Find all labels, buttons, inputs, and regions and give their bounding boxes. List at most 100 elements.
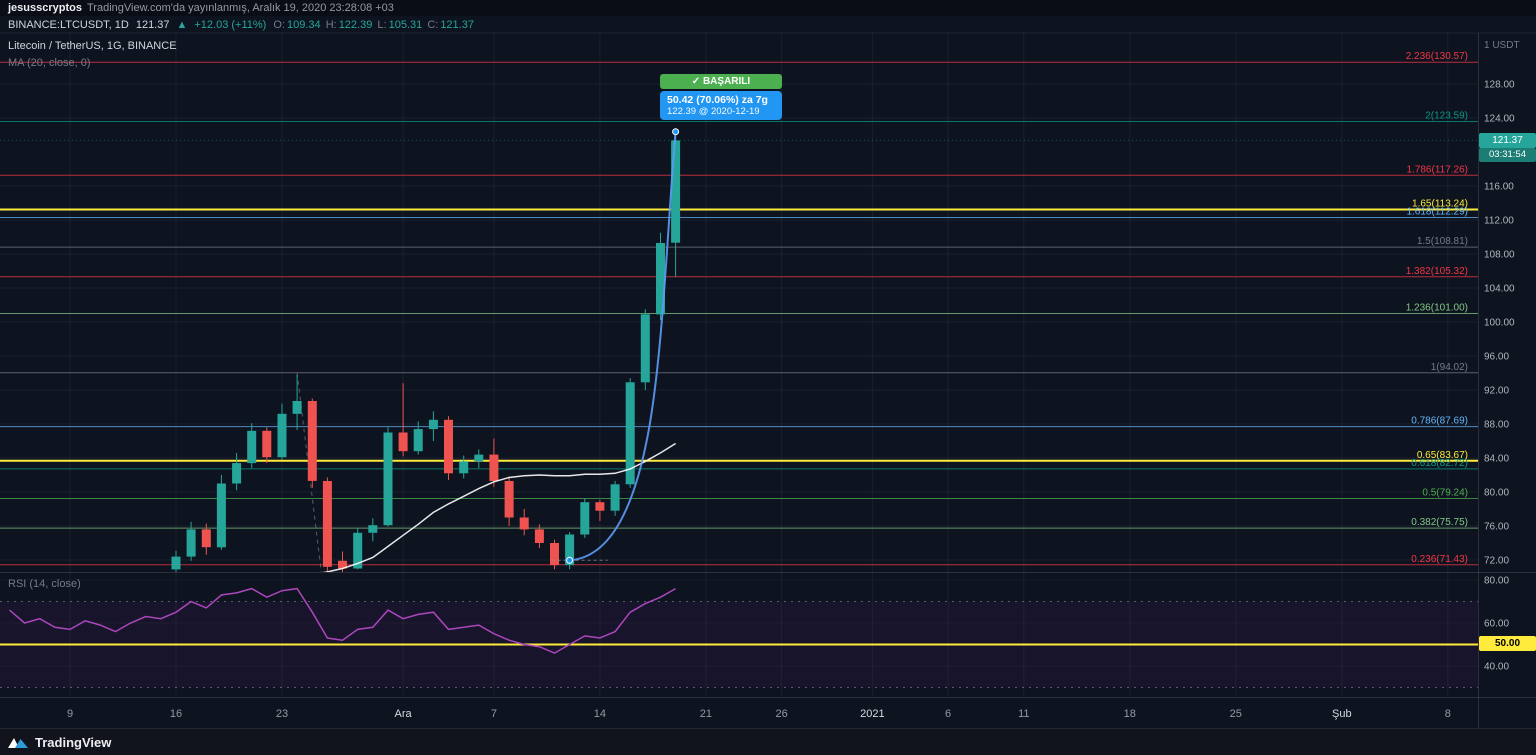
- prediction-start-dot[interactable]: [566, 556, 574, 564]
- candle-body: [504, 481, 514, 518]
- fib-label-1.65: 1.65(113.24): [1412, 199, 1468, 210]
- rsi-mid-badge: 50.00: [1479, 636, 1536, 652]
- price-tick: 80.00: [1484, 488, 1509, 499]
- candle-body: [519, 517, 529, 530]
- fib-label-1: 1(94.02): [1431, 362, 1468, 373]
- rsi-tick: 40.00: [1484, 662, 1509, 673]
- fib-label-0.618: 0.618(82.72): [1411, 458, 1468, 469]
- candle-body: [262, 430, 272, 458]
- time-tick: 18: [1124, 708, 1136, 720]
- price-tick: 96.00: [1484, 352, 1509, 363]
- candle-body: [565, 534, 575, 566]
- author-username[interactable]: jesusscryptos: [8, 2, 82, 14]
- rsi-legend[interactable]: RSI (14, close): [8, 578, 81, 590]
- symbol-name[interactable]: BINANCE:LTCUSDT, 1D: [8, 18, 129, 31]
- time-tick: 2021: [860, 708, 884, 720]
- price-tick: 124.00: [1484, 114, 1515, 125]
- open-value: 109.34: [286, 18, 321, 31]
- price-tick: 88.00: [1484, 420, 1509, 431]
- price-tick: 104.00: [1484, 284, 1515, 295]
- candle-body: [247, 430, 257, 464]
- candle-body: [428, 419, 438, 430]
- candle-body: [640, 314, 650, 383]
- footer-bar: TradingView: [0, 728, 1536, 755]
- time-tick: Ara: [395, 708, 413, 720]
- candle-body: [368, 525, 378, 533]
- fib-label-0.382: 0.382(75.75): [1411, 517, 1468, 528]
- candle-body: [171, 556, 181, 570]
- candlestick-layer: [171, 128, 681, 572]
- candle-body: [413, 429, 423, 452]
- price-tick: 92.00: [1484, 386, 1509, 397]
- price-tick: 72.00: [1484, 556, 1509, 567]
- fib-label-1.236: 1.236(101.00): [1406, 303, 1468, 314]
- price-tick: 128.00: [1484, 80, 1515, 91]
- fib-label-0.786: 0.786(87.69): [1411, 416, 1468, 427]
- candle-body: [580, 502, 590, 535]
- price-tick: 108.00: [1484, 250, 1515, 261]
- open-label: O:: [273, 18, 285, 31]
- time-tick: Şub: [1332, 708, 1352, 720]
- time-tick: 25: [1230, 708, 1242, 720]
- candle-body: [383, 432, 393, 526]
- fib-label-2: 2(123.59): [1425, 111, 1468, 122]
- publish-bar: jesusscryptos TradingView.com'da yayınla…: [0, 0, 1536, 16]
- candle-body: [338, 560, 347, 569]
- fib-label-1.5: 1.5(108.81): [1417, 236, 1468, 247]
- time-tick: 9: [67, 708, 73, 720]
- candle-body: [398, 432, 408, 452]
- low-value: 105.31: [388, 18, 423, 31]
- chart-legend-title[interactable]: Litecoin / TetherUS, 1G, BINANCE: [8, 40, 177, 52]
- candle-body: [307, 401, 317, 481]
- tradingview-brand[interactable]: TradingView: [35, 734, 112, 750]
- candle-body: [489, 454, 499, 481]
- candle-body: [353, 532, 363, 569]
- prediction-curve: [569, 131, 677, 562]
- close-label: C:: [427, 18, 439, 31]
- candle-body: [322, 481, 332, 567]
- prediction-tooltip: 50.42 (70.06%) za 7g 122.39 @ 2020-12-19: [660, 91, 782, 120]
- price-tick: 116.00: [1484, 182, 1514, 193]
- prediction-end-dot[interactable]: [672, 128, 680, 136]
- close-value: 121.37: [440, 18, 474, 31]
- candle-body: [444, 419, 453, 474]
- candle-body: [201, 529, 211, 548]
- last-price-badge: 121.37: [1479, 132, 1536, 148]
- fib-label-1.618: 1.618(112.29): [1406, 207, 1468, 218]
- rsi-tick: 80.00: [1484, 575, 1509, 586]
- low-label: L:: [377, 18, 387, 31]
- rsi-line: [9, 587, 676, 654]
- prediction-target: 122.39 @ 2020-12-19: [667, 106, 760, 117]
- time-tick: 21: [700, 708, 712, 720]
- fib-label-2.236: 2.236(130.57): [1406, 51, 1468, 62]
- candle-body: [534, 529, 544, 543]
- grid-layer: [0, 33, 1478, 697]
- time-tick: 8: [1445, 708, 1451, 720]
- fib-extension-layer: 2.236(130.57) 2(123.59) 1.786(117.26) 1.65(…: [0, 51, 1478, 573]
- price-tick: 100.00: [1484, 318, 1515, 329]
- candle-body: [595, 502, 605, 511]
- price-axis-labels: 128.00 124.00 116.00 112.00 108.00 104.00 100.…: [1484, 80, 1515, 673]
- prediction-marker[interactable]: ✓ BAŞARILI 50.42 (70.06%) za 7g 122.39 @…: [660, 74, 782, 120]
- ma-legend[interactable]: MA (20, close, 0): [8, 57, 91, 69]
- time-tick: 11: [1018, 708, 1029, 720]
- tradingview-logo-icon[interactable]: [8, 735, 28, 749]
- prediction-gain: 50.42 (70.06%) za 7g: [667, 94, 768, 106]
- price-tick: 76.00: [1484, 522, 1509, 533]
- time-axis[interactable]: [0, 698, 1478, 728]
- separators: [0, 32, 1536, 728]
- candle-body: [656, 243, 665, 315]
- publish-info: TradingView.com'da yayınlanmış, Aralık 1…: [86, 2, 394, 14]
- candle-body: [277, 413, 287, 458]
- candle-body: [186, 529, 196, 557]
- price-axis-unit[interactable]: 1 USDT: [1484, 40, 1520, 51]
- price-tick: 84.00: [1484, 454, 1509, 465]
- high-value: 122.39: [338, 18, 373, 31]
- candle-body: [550, 543, 559, 566]
- rsi-pane-layer: [0, 587, 1478, 688]
- candle-body: [459, 461, 469, 474]
- ohlc-values: O: 109.34 H: 122.39 L: 105.31 C: 121.37: [273, 19, 476, 31]
- price-change: +12.03 (+11%): [194, 18, 267, 31]
